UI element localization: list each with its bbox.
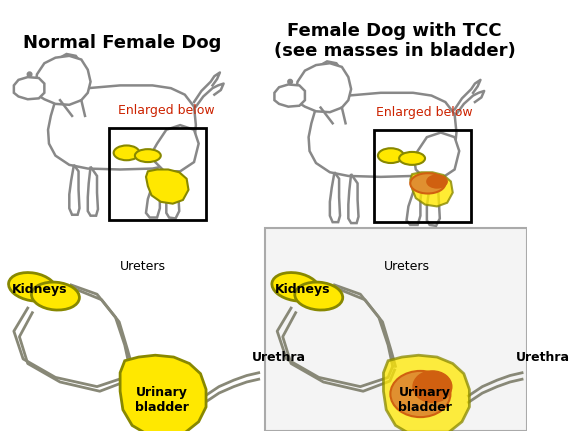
Polygon shape — [406, 176, 422, 225]
Ellipse shape — [295, 282, 343, 310]
Polygon shape — [14, 77, 44, 99]
Bar — [109, 128, 206, 220]
Ellipse shape — [27, 72, 32, 77]
Text: Urinary
bladder: Urinary bladder — [135, 387, 189, 414]
Ellipse shape — [288, 79, 292, 84]
Polygon shape — [427, 176, 440, 226]
Polygon shape — [153, 125, 199, 171]
Polygon shape — [296, 63, 351, 112]
Polygon shape — [348, 174, 359, 223]
Polygon shape — [146, 168, 162, 218]
Polygon shape — [120, 355, 206, 437]
Text: Urinary
bladder: Urinary bladder — [398, 387, 452, 414]
Polygon shape — [55, 54, 82, 86]
Polygon shape — [166, 168, 179, 219]
Ellipse shape — [378, 148, 404, 163]
Polygon shape — [274, 85, 305, 107]
Polygon shape — [414, 133, 459, 179]
Polygon shape — [330, 172, 340, 222]
Ellipse shape — [390, 371, 450, 417]
Ellipse shape — [399, 152, 425, 165]
Text: Kidneys: Kidneys — [12, 283, 67, 296]
Bar — [374, 130, 471, 222]
Ellipse shape — [113, 146, 140, 160]
Text: Enlarged below: Enlarged below — [376, 106, 473, 119]
Text: Urethra: Urethra — [253, 350, 306, 364]
Polygon shape — [146, 169, 189, 204]
Polygon shape — [88, 167, 98, 215]
Text: Urethra: Urethra — [516, 350, 569, 364]
Polygon shape — [70, 165, 79, 215]
Ellipse shape — [410, 173, 445, 194]
Polygon shape — [384, 355, 469, 437]
Ellipse shape — [31, 282, 79, 310]
Text: Kidneys: Kidneys — [275, 283, 331, 296]
Text: Female Dog with TCC
(see masses in bladder): Female Dog with TCC (see masses in bladd… — [274, 22, 515, 60]
Polygon shape — [35, 56, 91, 105]
Polygon shape — [316, 61, 342, 93]
Ellipse shape — [9, 272, 56, 301]
Text: Normal Female Dog: Normal Female Dog — [23, 34, 221, 52]
Polygon shape — [308, 93, 457, 177]
Ellipse shape — [272, 272, 319, 301]
Polygon shape — [48, 86, 196, 169]
Ellipse shape — [413, 371, 452, 402]
Bar — [265, 228, 527, 431]
Ellipse shape — [135, 149, 161, 162]
Text: Ureters: Ureters — [384, 260, 429, 273]
Text: Enlarged below: Enlarged below — [118, 104, 215, 117]
Text: Ureters: Ureters — [120, 260, 166, 273]
Polygon shape — [410, 172, 453, 207]
Ellipse shape — [427, 175, 447, 188]
